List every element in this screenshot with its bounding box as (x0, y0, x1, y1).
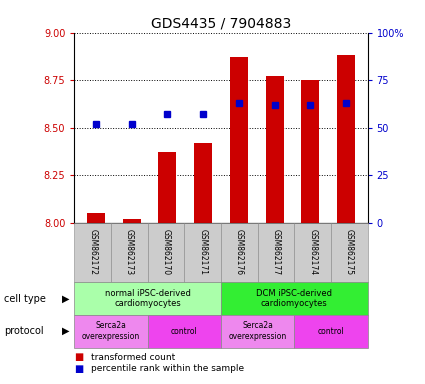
Text: cell type: cell type (4, 293, 46, 304)
Text: ▶: ▶ (62, 293, 70, 304)
Bar (123, 219, 141, 223)
Bar (301, 80, 319, 223)
Text: Serca2a
overexpression: Serca2a overexpression (82, 321, 140, 341)
Text: ■: ■ (74, 352, 84, 362)
Text: ■: ■ (74, 364, 84, 374)
Bar (87, 213, 105, 223)
Bar (194, 143, 212, 223)
Text: GSM862171: GSM862171 (198, 230, 207, 275)
Bar (159, 152, 176, 223)
Text: control: control (171, 327, 198, 336)
Text: control: control (317, 327, 344, 336)
Bar (230, 57, 248, 223)
Text: GSM862176: GSM862176 (235, 229, 244, 276)
Text: GSM862170: GSM862170 (162, 229, 170, 276)
Text: normal iPSC-derived
cardiomyocytes: normal iPSC-derived cardiomyocytes (105, 289, 191, 308)
Text: percentile rank within the sample: percentile rank within the sample (91, 364, 244, 373)
Text: GSM862175: GSM862175 (345, 229, 354, 276)
Text: GSM862174: GSM862174 (308, 229, 317, 276)
Text: ▶: ▶ (62, 326, 70, 336)
Title: GDS4435 / 7904883: GDS4435 / 7904883 (151, 16, 291, 30)
Bar (337, 55, 355, 223)
Text: GSM862177: GSM862177 (272, 229, 280, 276)
Text: DCM iPSC-derived
cardiomyocytes: DCM iPSC-derived cardiomyocytes (256, 289, 332, 308)
Bar (266, 76, 283, 223)
Text: protocol: protocol (4, 326, 44, 336)
Text: Serca2a
overexpression: Serca2a overexpression (229, 321, 287, 341)
Text: GSM862173: GSM862173 (125, 229, 134, 276)
Text: GSM862172: GSM862172 (88, 230, 97, 275)
Text: transformed count: transformed count (91, 353, 176, 362)
